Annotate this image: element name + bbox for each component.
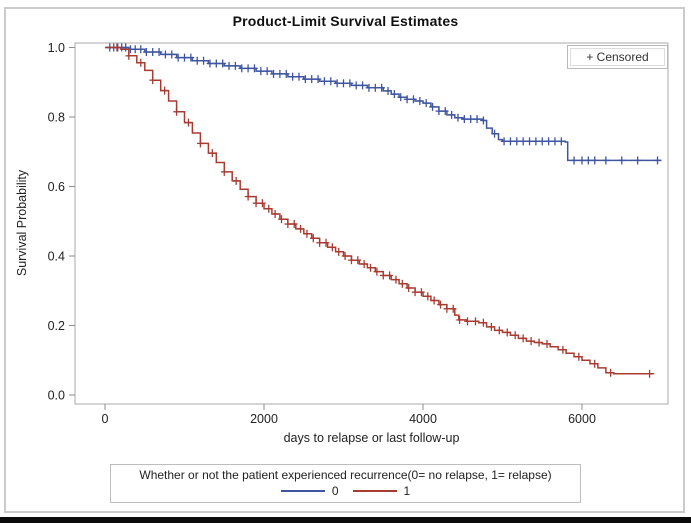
group-legend-title: Whether or not the patient experienced r…: [139, 468, 552, 482]
censored-legend-label: + Censored: [570, 48, 665, 66]
group0-label: 0: [331, 484, 339, 498]
y-tick-label: 0.6: [48, 180, 65, 194]
y-axis-label: Survival Probability: [15, 169, 29, 277]
legend-entry-group1: 1: [352, 484, 411, 498]
y-tick-label: 0.0: [48, 389, 65, 403]
x-tick-label: 2000: [250, 412, 278, 426]
x-tick-label: 0: [102, 412, 109, 426]
window-bottom-edge: [0, 517, 691, 523]
group0-line-swatch: [280, 490, 325, 492]
y-tick-label: 0.4: [48, 250, 65, 264]
x-axis-label: days to relapse or last follow-up: [283, 431, 460, 445]
group1-line-swatch: [352, 490, 397, 492]
group1-label: 1: [403, 484, 411, 498]
legend-entry-group0: 0: [280, 484, 339, 498]
plot-area-border: [74, 42, 669, 405]
chart-title: Product-Limit Survival Estimates: [232, 13, 459, 29]
y-tick-label: 0.2: [48, 319, 65, 333]
censored-legend-box: + Censored: [567, 45, 668, 69]
y-tick-label: 1.0: [48, 41, 65, 55]
survival-curve-group1: [105, 46, 655, 375]
y-tick-label: 0.8: [48, 111, 65, 125]
group-legend-box: Whether or not the patient experienced r…: [110, 464, 581, 503]
x-tick-label: 4000: [409, 412, 437, 426]
x-tick-label: 6000: [568, 412, 596, 426]
group-legend-entries: 0 1: [111, 484, 580, 498]
